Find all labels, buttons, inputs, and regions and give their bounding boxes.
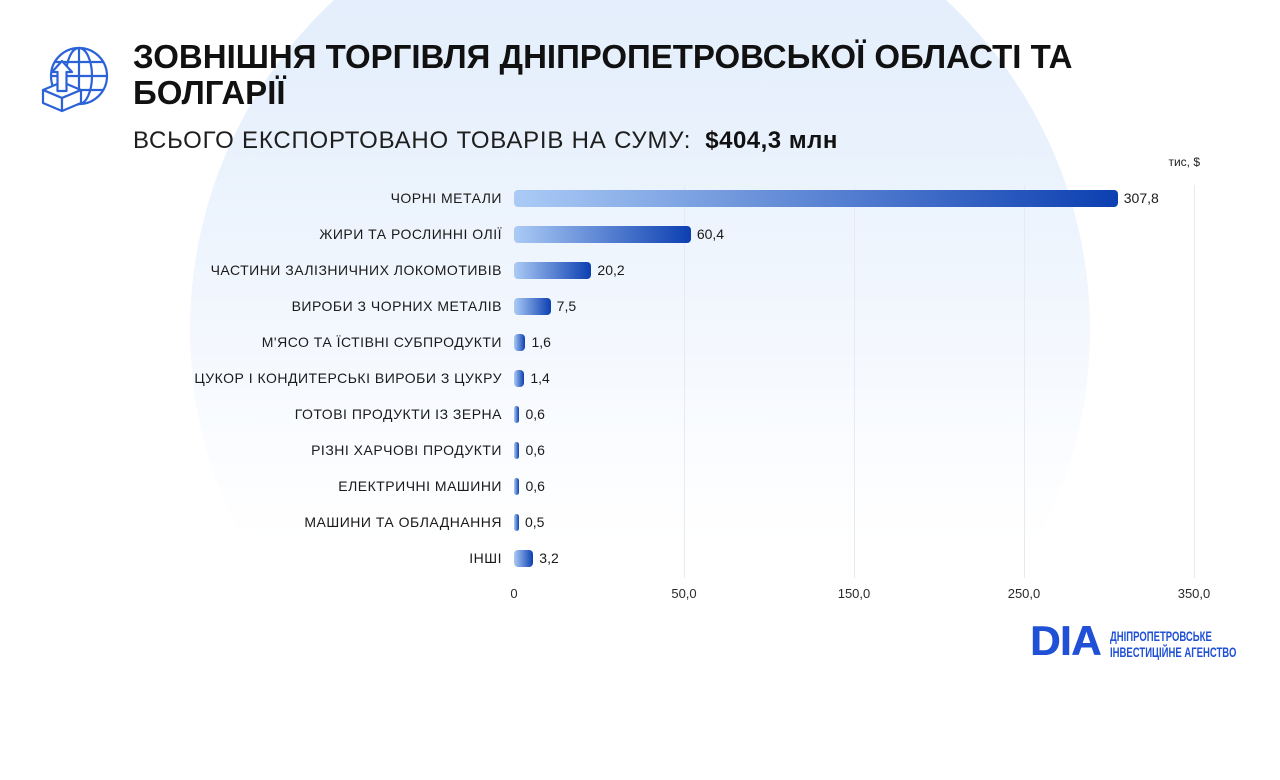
chart-unit-label: тис, $ bbox=[1168, 155, 1200, 169]
chart-bar bbox=[514, 369, 525, 387]
page-title-line-2: БОЛГАРІЇ bbox=[133, 74, 286, 111]
chart-bar bbox=[514, 477, 520, 495]
chart-bar bbox=[514, 441, 520, 459]
chart-value-label: 0,6 bbox=[525, 478, 545, 494]
chart-value-label: 1,4 bbox=[530, 370, 550, 386]
chart-category-label: ЖИРИ ТА РОСЛИННІ ОЛІЇ bbox=[319, 226, 502, 242]
chart-value-label: 7,5 bbox=[556, 298, 577, 314]
agency-name: ДНІПРОПЕТРОВСЬКЕ ІНВЕСТИЦІЙНЕ АГЕНСТВО bbox=[1110, 628, 1280, 660]
chart-value-label: 60,4 bbox=[696, 226, 725, 242]
chart-bar bbox=[514, 549, 534, 567]
chart-category-label: ЧОРНІ МЕТАЛИ bbox=[390, 190, 502, 206]
globe-export-icon bbox=[41, 45, 109, 113]
x-tick-label: 250,0 bbox=[1007, 586, 1041, 601]
export-total-label: ВСЬОГО ЕКСПОРТОВАНО ТОВАРІВ НА СУМУ: bbox=[133, 127, 692, 154]
chart-bar bbox=[514, 513, 519, 531]
chart-category-label: ЕЛЕКТРИЧНІ МАШИНИ bbox=[338, 478, 502, 494]
chart-category-label: М'ЯСО ТА ЇСТІВНІ СУБПРОДУКТИ bbox=[261, 334, 502, 350]
chart-bar bbox=[514, 225, 691, 243]
chart-category-label: ІНШІ bbox=[469, 550, 502, 566]
chart-value-label: 0,6 bbox=[525, 442, 545, 458]
chart-category-label: ЧАСТИНИ ЗАЛІЗНИЧНИХ ЛОКОМОТИВІВ bbox=[210, 262, 502, 278]
x-tick-label: 50,0 bbox=[671, 586, 697, 601]
gridline bbox=[854, 185, 855, 578]
chart-bar bbox=[514, 261, 592, 279]
chart-category-label: РІЗНІ ХАРЧОВІ ПРОДУКТИ bbox=[311, 442, 502, 458]
chart-category-label: ВИРОБИ З ЧОРНИХ МЕТАЛІВ bbox=[291, 298, 502, 314]
export-bar-chart: 0 50,0 150,0 250,0 350,0 ЧОРНІ МЕТАЛИ 307,8 ЖИР… bbox=[120, 175, 1230, 610]
background-circle bbox=[190, 0, 1090, 780]
x-tick-label: 350,0 bbox=[1177, 586, 1211, 601]
chart-value-label: 0,5 bbox=[525, 514, 545, 530]
x-tick-label: 0 bbox=[510, 586, 518, 601]
chart-category-label: ЦУКОР І КОНДИТЕРСЬКІ ВИРОБИ З ЦУКРУ bbox=[194, 370, 502, 386]
export-total-value: $404,3 млн bbox=[705, 127, 838, 154]
chart-bar bbox=[514, 297, 551, 315]
chart-value-label: 0,6 bbox=[525, 406, 545, 422]
chart-bar bbox=[514, 189, 1118, 207]
chart-category-label: ГОТОВІ ПРОДУКТИ ІЗ ЗЕРНА bbox=[294, 406, 502, 422]
export-total-subtitle: ВСЬОГО ЕКСПОРТОВАНО ТОВАРІВ НА СУМУ: $404… bbox=[133, 126, 838, 156]
chart-value-label: 3,2 bbox=[539, 550, 559, 566]
page-title: ЗОВНІШНЯ ТОРГІВЛЯ ДНІПРОПЕТРОВСЬКОЇ ОБЛА… bbox=[133, 39, 1073, 111]
gridline bbox=[1024, 185, 1025, 578]
gridline bbox=[1194, 185, 1195, 578]
dia-logo-mark: DIA bbox=[1030, 617, 1101, 664]
chart-value-label: 1,6 bbox=[531, 334, 551, 350]
x-tick-label: 150,0 bbox=[837, 586, 871, 601]
agency-name-line-1: ДНІПРОПЕТРОВСЬКЕ bbox=[1110, 628, 1212, 644]
gridline bbox=[684, 185, 685, 578]
agency-name-line-2: ІНВЕСТИЦІЙНЕ АГЕНСТВО bbox=[1110, 644, 1237, 660]
chart-bar bbox=[514, 405, 520, 423]
chart-category-label: МАШИНИ ТА ОБЛАДНАННЯ bbox=[304, 514, 502, 530]
chart-value-label: 307,8 bbox=[1123, 190, 1159, 206]
chart-value-label: 20,2 bbox=[597, 262, 625, 278]
page-title-line-1: ЗОВНІШНЯ ТОРГІВЛЯ ДНІПРОПЕТРОВСЬКОЇ ОБЛА… bbox=[133, 38, 1073, 75]
chart-bar bbox=[514, 333, 526, 351]
